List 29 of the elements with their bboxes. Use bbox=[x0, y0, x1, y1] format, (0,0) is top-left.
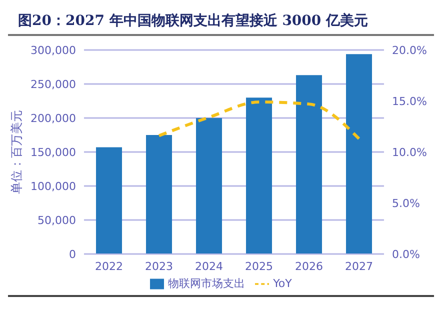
y-tick-label: 0 bbox=[69, 248, 76, 261]
x-tick-label: 2022 bbox=[95, 260, 123, 273]
y-tick-label: 150,000 bbox=[30, 146, 76, 159]
x-tick-label: 2026 bbox=[295, 260, 323, 273]
legend-label: YoY bbox=[273, 277, 292, 290]
bar bbox=[96, 147, 122, 254]
y-axis-title: 单位：百万美元 bbox=[9, 110, 24, 194]
y-tick-label: 250,000 bbox=[30, 78, 76, 91]
y-tick-label: 50,000 bbox=[38, 214, 76, 227]
y-tick-label: 200,000 bbox=[30, 112, 76, 125]
x-tick-label: 2023 bbox=[145, 260, 173, 273]
x-tick-label: 2024 bbox=[195, 260, 223, 273]
bar bbox=[246, 98, 272, 254]
bar bbox=[296, 75, 322, 254]
x-tick-label: 2025 bbox=[245, 260, 273, 273]
y2-tick-label: 0.0% bbox=[392, 248, 420, 261]
chart-title: 图20：2027 年中国物联网支出有望接近 3000 亿美元 bbox=[8, 8, 434, 36]
y2-tick-label: 10.0% bbox=[392, 146, 427, 159]
line-series bbox=[158, 100, 360, 140]
legend-label: 物联网市场支出 bbox=[168, 277, 246, 290]
bar bbox=[346, 54, 372, 254]
bar bbox=[146, 135, 172, 254]
y2-tick-label: 20.0% bbox=[392, 44, 427, 57]
bar bbox=[196, 118, 222, 254]
y2-tick-label: 5.0% bbox=[392, 196, 420, 210]
x-tick-label: 2027 bbox=[345, 260, 373, 273]
y-tick-label: 100,000 bbox=[30, 180, 76, 193]
y2-tick-label: 15.0% bbox=[392, 94, 427, 108]
y-tick-label: 300,000 bbox=[30, 44, 76, 57]
